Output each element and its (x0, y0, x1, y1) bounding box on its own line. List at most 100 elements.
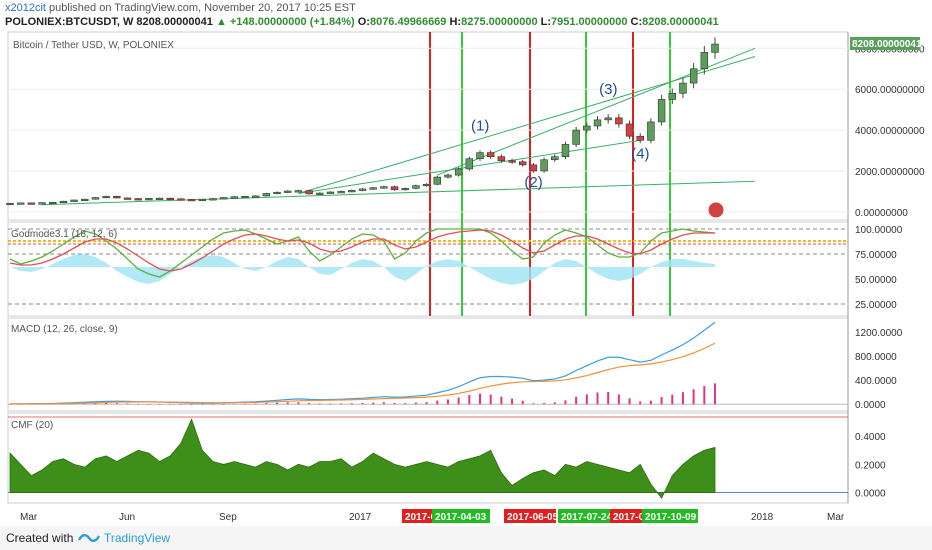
chart-header: x2012cit published on TradingView.com, N… (0, 0, 932, 30)
candle (113, 196, 121, 199)
cmf-pane-title: CMF (20) (11, 420, 53, 431)
candle (486, 152, 495, 157)
godmode-series-1 (9, 228, 716, 278)
candle (465, 158, 474, 170)
price-pane-title: Bitcoin / Tether USD, W, POLONIEX (13, 40, 174, 51)
godmode-cloud (10, 254, 715, 285)
candle (81, 198, 89, 201)
candle (615, 117, 623, 125)
macd-histogram-bar (649, 400, 652, 405)
candle (305, 190, 313, 195)
candle (412, 185, 420, 189)
y-tick-label: 0.2000 (855, 460, 886, 471)
macd-histogram-bar (147, 404, 150, 405)
y-tick-label: 800.0000 (855, 352, 897, 363)
candle (604, 117, 612, 121)
macd-histogram-bar (276, 402, 279, 405)
tradingview-logo-icon (78, 534, 100, 542)
close-value: 8208.00000041 (642, 16, 719, 28)
date-tag-label: 2017-07-24 (561, 512, 613, 523)
price-tag: 8208.00000041 (850, 37, 922, 50)
macd-histogram-bar (126, 403, 129, 405)
close-label: C: (630, 16, 643, 28)
macd-histogram-bar (404, 403, 407, 405)
y-tick-label: 4000.00000000 (855, 126, 925, 137)
date-tag-label: 2017-06-05 (507, 512, 559, 523)
candle (294, 190, 303, 193)
candle (198, 198, 206, 201)
macd-histogram-bar (681, 392, 684, 405)
candle (348, 190, 356, 193)
date-tag-bg (432, 509, 490, 523)
high-value: 8275.00000000 (461, 16, 538, 28)
candle (166, 197, 174, 200)
godmode-series-2 (9, 229, 715, 272)
publish-line: x2012cit published on TradingView.com, N… (5, 2, 356, 14)
candle (123, 197, 132, 200)
date-tag-bg (642, 509, 698, 523)
candle (529, 164, 538, 172)
candle (27, 202, 36, 205)
y-tick-label: 0.0000 (855, 400, 886, 411)
candle (540, 159, 548, 172)
candle (444, 174, 452, 178)
candle (177, 198, 185, 201)
candle (358, 188, 367, 191)
macd-histogram-bar (553, 402, 556, 405)
wave-label: (3) (599, 81, 617, 98)
date-tag-bg (610, 509, 644, 523)
candle (155, 197, 164, 200)
candle (508, 160, 516, 163)
macd-histogram-bar (137, 403, 140, 405)
date-tag-bg (402, 509, 432, 523)
date-tag-bg (504, 509, 556, 523)
macd-histogram-bar (489, 394, 492, 405)
macd-histogram-bar (671, 394, 674, 405)
macd-histogram-bar (511, 398, 514, 405)
wave-label: (4) (631, 145, 649, 162)
low-value: 7951.00000000 (551, 16, 628, 28)
macd-histogram-bar (9, 404, 11, 405)
footer: Created with TradingView (0, 526, 932, 550)
macd-histogram-bar (543, 403, 546, 405)
macd-histogram-bar (393, 402, 396, 405)
y-tick-label: 0.0000 (855, 489, 886, 500)
candle (38, 202, 46, 205)
candle (273, 191, 281, 195)
macd-histogram-bar (521, 400, 524, 405)
candle (284, 190, 292, 193)
macd-histogram-bar (179, 404, 182, 405)
macd-histogram-bar (361, 402, 364, 405)
macd-histogram-bar (628, 398, 631, 405)
macd-histogram-bar (115, 403, 118, 405)
macd-histogram-bar (617, 394, 620, 405)
candle (668, 92, 676, 100)
macd-histogram-bar (190, 404, 193, 405)
candle (91, 197, 100, 200)
macd-histogram-bar (382, 402, 385, 405)
macd-histogram-bar (350, 403, 353, 405)
candle (711, 43, 719, 53)
candle (145, 198, 153, 201)
last-price: 8208.00000041 (136, 16, 213, 28)
x-tick-label: Jun (119, 512, 135, 523)
macd-histogram-bar (286, 402, 289, 405)
tradingview-brand-link[interactable]: TradingView (104, 531, 171, 545)
date-tag-bg (558, 509, 610, 523)
candle (251, 195, 260, 198)
candle (551, 156, 559, 161)
open-label: O: (357, 16, 370, 28)
candle (16, 202, 25, 205)
candle (380, 186, 388, 189)
candle (636, 135, 644, 141)
y-tick-label: 50.00000 (855, 275, 897, 286)
chart-canvas[interactable]: (1)(2)(3)(4) 8000.000000006000.000000004… (0, 30, 932, 526)
macd-histogram-bar (714, 383, 716, 405)
candle (134, 198, 142, 201)
low-label: L: (540, 16, 552, 28)
macd-histogram-bar (596, 392, 599, 405)
author-link[interactable]: x2012cit (5, 2, 46, 14)
macd-histogram-bar (158, 404, 161, 405)
macd-macd-line (9, 321, 716, 405)
symbol-label: POLONIEX:BTCUSDT, W (5, 16, 134, 28)
